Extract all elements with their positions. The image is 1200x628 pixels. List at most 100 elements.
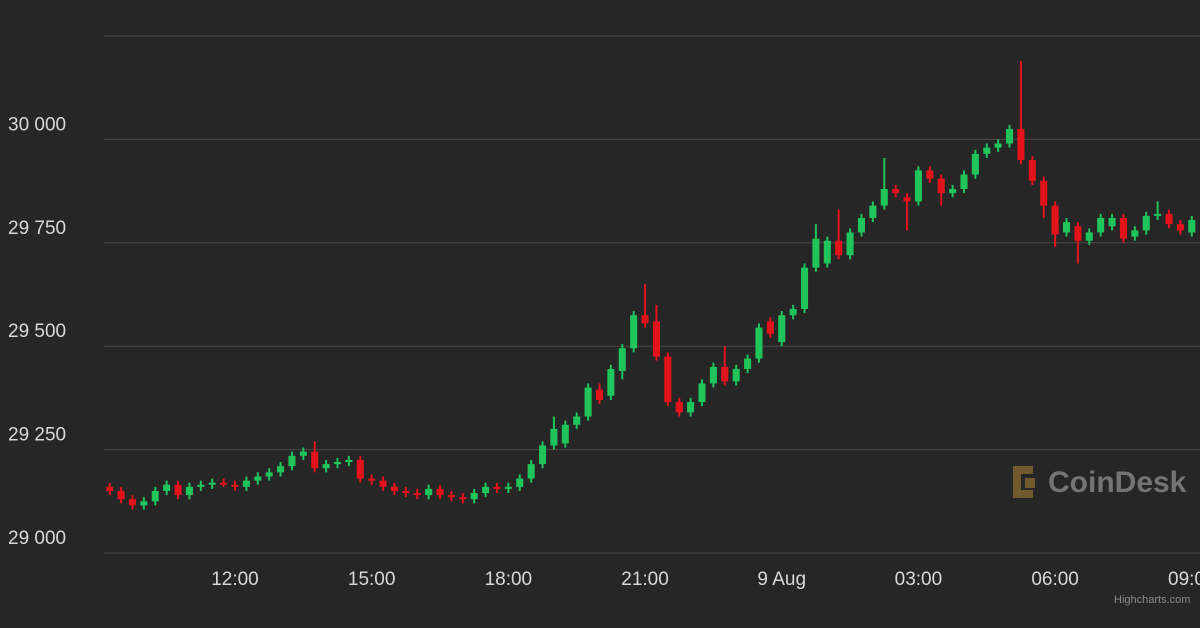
candle-body [425,488,433,496]
candle-body [595,389,604,400]
candle-body [333,462,342,465]
candle-body [721,366,729,382]
candle-body [1165,213,1173,225]
grid: 29 000 29 250 29 500 29 750 30 000 12:00 15:00… [8,114,1200,590]
candle-body [903,197,911,202]
candle-body [641,315,649,324]
candle-body [368,478,376,481]
candle-body [926,170,934,179]
candle-body [254,476,262,481]
candle-body [1028,160,1036,181]
x-tick-label: 03:00 [895,569,943,590]
candle-body [744,358,752,369]
candle-body [516,478,524,487]
candle-body [709,366,717,384]
x-tick-label: 12:00 [211,569,259,590]
candle-body [766,321,774,334]
candle-body [265,472,273,477]
y-tick-label: 29 500 [8,321,66,342]
candle-body [573,416,581,425]
candle-body [857,217,866,233]
candle-body [880,189,888,206]
candle-body [1142,215,1150,231]
candle-body [823,240,831,264]
candle-body [1188,220,1196,233]
candle-body [493,486,501,489]
candles [106,60,1196,510]
candle-body [277,466,285,473]
candle-body [778,315,786,343]
candle-body [698,383,706,403]
candle-body [789,308,797,316]
candle-body [937,178,945,194]
candle-body [174,484,182,496]
candle-body [470,493,478,500]
candle-body [220,482,228,485]
candle-body [1040,180,1048,206]
candle-body [527,464,535,479]
candle-body [1051,205,1059,235]
candle-body [1154,213,1162,216]
candle-body [163,484,171,491]
candle-body [983,147,991,154]
candle-body [402,490,410,494]
watermark: CoinDesk [1013,466,1187,499]
y-tick-label: 29 750 [8,218,66,239]
candle-body [892,189,900,194]
candle-body [197,484,205,487]
candle-body [800,267,809,309]
candle-body [117,490,125,500]
x-tick-label: 06:00 [1031,569,1079,590]
y-tick-label: 29 250 [8,425,66,446]
candle-body [208,482,216,485]
credits: Highcharts.com [1114,594,1190,606]
candle-body [618,348,626,372]
logo-icon [1013,466,1033,498]
candle-body [140,501,148,506]
y-tick-label: 30 000 [8,114,66,135]
candle-body [732,368,740,382]
candle-body [322,464,330,469]
x-tick-label: 18:00 [485,569,533,590]
candle-body [299,451,307,456]
candle-body [914,170,922,202]
candle-body [311,451,319,469]
candle-body [356,459,364,479]
x-tick-label: 15:00 [348,569,396,590]
candle-body [1017,129,1025,161]
candle-body [1108,217,1116,227]
watermark-text: CoinDesk [1048,466,1187,499]
candle-body [1062,222,1071,233]
candle-body [242,480,250,487]
candle-body [436,488,444,496]
candle-body [1074,226,1082,241]
candle-body [869,205,877,218]
candle-body [949,189,957,194]
candle-body [755,327,763,359]
candle-body [675,402,683,413]
candle-body [128,499,137,506]
candle-body [447,495,455,498]
candle-body [687,402,695,413]
candle-body [185,486,193,496]
candle-body [413,493,421,496]
candle-body [482,486,490,494]
logo-icon [1025,478,1035,488]
candle-body [1097,217,1105,233]
candle-body [106,486,114,491]
candle-body [1085,232,1093,241]
candle-body [459,497,467,500]
candle-body [390,486,398,491]
x-tick-label: 09:00 [1168,569,1200,590]
candle-body [607,368,615,396]
candle-body [379,480,387,487]
candle-body [1131,230,1139,237]
candle-body [539,445,547,465]
candle-body [345,459,353,463]
candle-body [960,174,968,190]
candle-body [812,238,820,268]
y-tick-label: 29 000 [8,528,66,549]
